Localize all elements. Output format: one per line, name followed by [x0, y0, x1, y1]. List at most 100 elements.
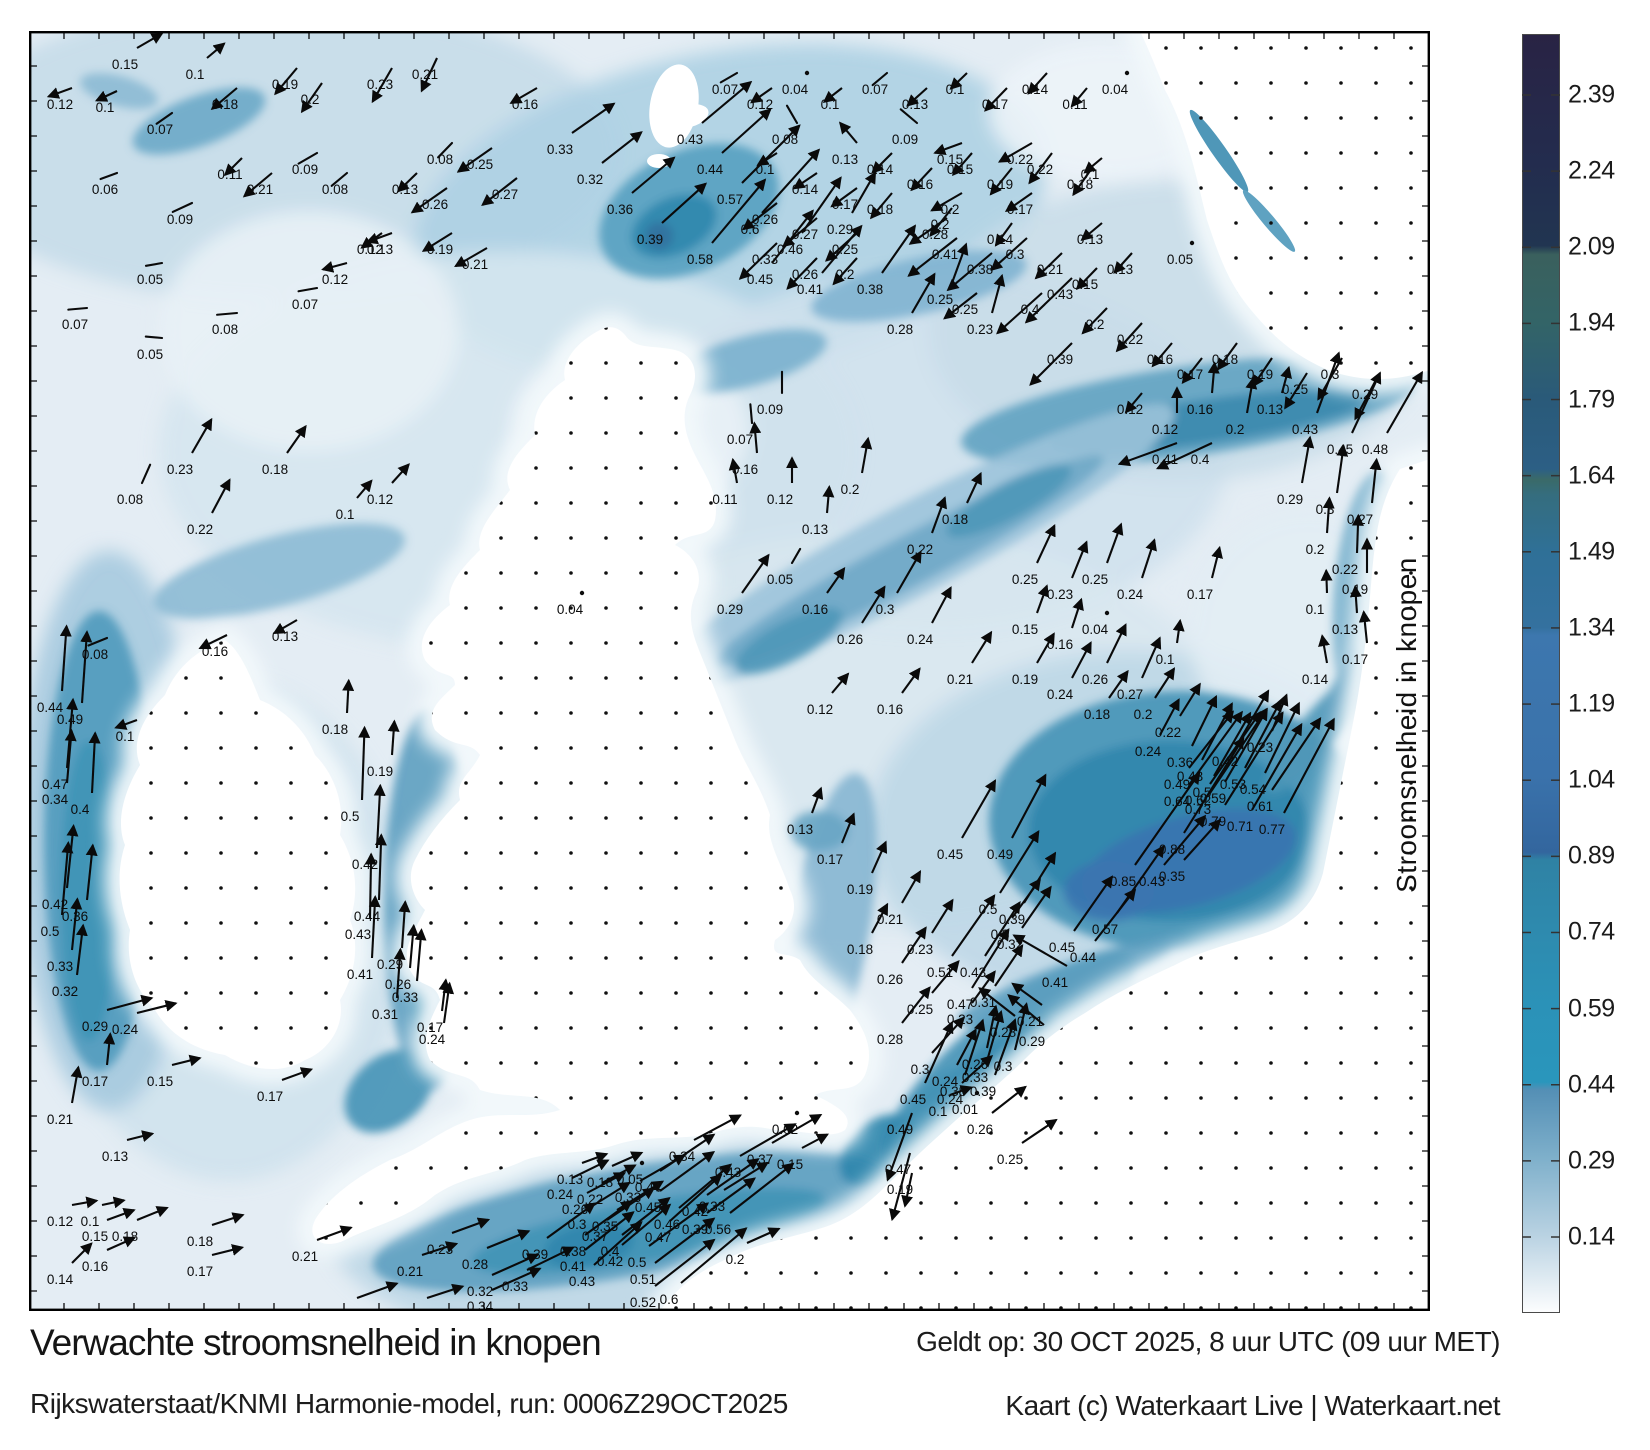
svg-text:0.14: 0.14 [1302, 672, 1329, 687]
svg-text:0.62: 0.62 [1185, 793, 1211, 808]
vector-point: 0.08 [772, 104, 798, 147]
colorbar-tick-label: 1.04 [1568, 765, 1615, 794]
vector-point: 0.26 [742, 202, 778, 231]
vector-point: 0.09 [892, 108, 918, 147]
svg-text:0.1: 0.1 [186, 67, 205, 82]
vector-point: 0.45 [937, 779, 997, 862]
svg-text:0.27: 0.27 [1347, 512, 1373, 527]
vector-point: 0.41 [347, 895, 381, 982]
vector-point: 0.33 [47, 897, 83, 974]
vector-point: 0.2 [1226, 376, 1258, 437]
svg-text:0.07: 0.07 [292, 297, 318, 312]
svg-text:0.19: 0.19 [987, 177, 1013, 192]
vector-point: 0.43 [1292, 351, 1341, 437]
vector-point: 0.12 [46, 87, 73, 112]
vector-point: 0.01 [952, 1090, 980, 1117]
svg-text:0.25: 0.25 [1012, 572, 1038, 587]
svg-text:0.43: 0.43 [1139, 874, 1165, 889]
vector-point: 0.23 [167, 417, 213, 477]
vector-point: 0.12 [747, 87, 773, 112]
svg-text:0.39: 0.39 [682, 1222, 708, 1237]
vector-point: 0.25 [1082, 522, 1124, 587]
vector-point: 0.45 [900, 1020, 954, 1107]
svg-text:0.36: 0.36 [607, 202, 633, 217]
svg-text:0.13: 0.13 [787, 822, 813, 837]
svg-text:0.6: 0.6 [660, 1292, 679, 1307]
colorbar-tick-label: 1.34 [1568, 613, 1615, 642]
vector-point: 0.3 [994, 1002, 1030, 1074]
vector-point: 0.24 [547, 1159, 610, 1202]
vector-point: 0.58 [687, 178, 767, 267]
vector-point: 0.13 [802, 485, 835, 537]
svg-text:0.24: 0.24 [419, 1032, 446, 1047]
svg-text:0.1: 0.1 [116, 729, 135, 744]
svg-text:0.47: 0.47 [42, 777, 68, 792]
svg-text:0.08: 0.08 [117, 492, 143, 507]
svg-text:0.13: 0.13 [1107, 262, 1133, 277]
vector-point: 0.05 [1167, 240, 1195, 267]
svg-text:0.41: 0.41 [932, 247, 958, 262]
vector-point: 0.16 [1187, 361, 1220, 417]
vector-point: 0.12 [807, 672, 850, 717]
vector-point: 0.18 [322, 678, 355, 737]
vector-point: 0.17 [1004, 192, 1033, 217]
svg-text:0.22: 0.22 [1332, 562, 1358, 577]
vector-point: 0.43 [345, 852, 377, 942]
svg-text:0.1: 0.1 [1156, 652, 1175, 667]
vector-point: 0.18 [587, 1151, 644, 1190]
vector-point: 0.28 [887, 272, 936, 337]
svg-text:0.44: 0.44 [354, 909, 381, 924]
svg-text:0.15: 0.15 [82, 1229, 108, 1244]
svg-text:0.25: 0.25 [1282, 382, 1308, 397]
vector-point: 0.09 [292, 151, 318, 177]
svg-text:0.24: 0.24 [112, 1022, 139, 1037]
vector-point: 0.08 [82, 636, 108, 662]
vector-point: 0.17 [1342, 610, 1371, 667]
svg-text:0.15: 0.15 [937, 152, 963, 167]
vector-point: 0.08 [322, 171, 348, 197]
vector-point: 0.25 [943, 292, 978, 320]
vector-point: 0.14 [867, 152, 894, 177]
vector-point: 0.28 [462, 1229, 531, 1272]
vector-point: 0.04 [1102, 70, 1130, 97]
vector-point: 0.13 [1332, 585, 1362, 637]
vector-point: 0.57 [717, 124, 801, 207]
svg-text:0.26: 0.26 [562, 1202, 588, 1217]
vector-point: 0.06 [92, 171, 118, 197]
vector-point: 0.26 [1082, 623, 1127, 687]
vector-point: 0.22 [1027, 152, 1053, 185]
vector-point: 0.33 [392, 928, 427, 1005]
svg-text:0.31: 0.31 [372, 1007, 398, 1022]
vector-point: 0.07 [712, 71, 738, 97]
vector-point: 0.17 [82, 1032, 116, 1089]
vector-point: 0.33 [962, 1010, 1005, 1085]
svg-text:0.17: 0.17 [1007, 202, 1033, 217]
svg-text:0.07: 0.07 [712, 82, 738, 97]
svg-text:0.13: 0.13 [802, 522, 828, 537]
vector-point: 0.17 [1177, 357, 1203, 385]
svg-text:0.2: 0.2 [941, 202, 960, 217]
svg-text:0.11: 0.11 [712, 492, 737, 507]
vector-point: 0.29 [377, 900, 411, 972]
vector-point: 0.12 [1117, 392, 1143, 417]
svg-text:0.38: 0.38 [967, 262, 993, 277]
colorbar-tick-label: 0.44 [1568, 1070, 1615, 1099]
vector-point: 0.47 [947, 928, 1010, 1012]
vector-point: 0.21 [242, 172, 273, 198]
vector-point: 0.19 [847, 840, 888, 897]
vector-point: 0.36 [607, 156, 676, 217]
svg-text:0.21: 0.21 [412, 67, 438, 82]
svg-text:0.21: 0.21 [462, 257, 488, 272]
vector-point: 0.1 [821, 87, 843, 112]
svg-text:0.21: 0.21 [877, 912, 903, 927]
svg-text:0.18: 0.18 [262, 462, 288, 477]
svg-text:0.44: 0.44 [635, 1180, 662, 1195]
vector-point: 0.45 [635, 1151, 716, 1215]
svg-text:0.4: 0.4 [1191, 452, 1210, 467]
svg-text:0.23: 0.23 [1047, 587, 1073, 602]
svg-text:0.33: 0.33 [752, 252, 778, 267]
vector-point: 0.44 [635, 1133, 716, 1195]
vector-point: 0.18 [847, 902, 889, 957]
vector-point: 0.21 [1034, 252, 1063, 280]
model-run-caption: Rijkswaterstaat/KNMI Harmonie-model, run… [30, 1388, 788, 1419]
